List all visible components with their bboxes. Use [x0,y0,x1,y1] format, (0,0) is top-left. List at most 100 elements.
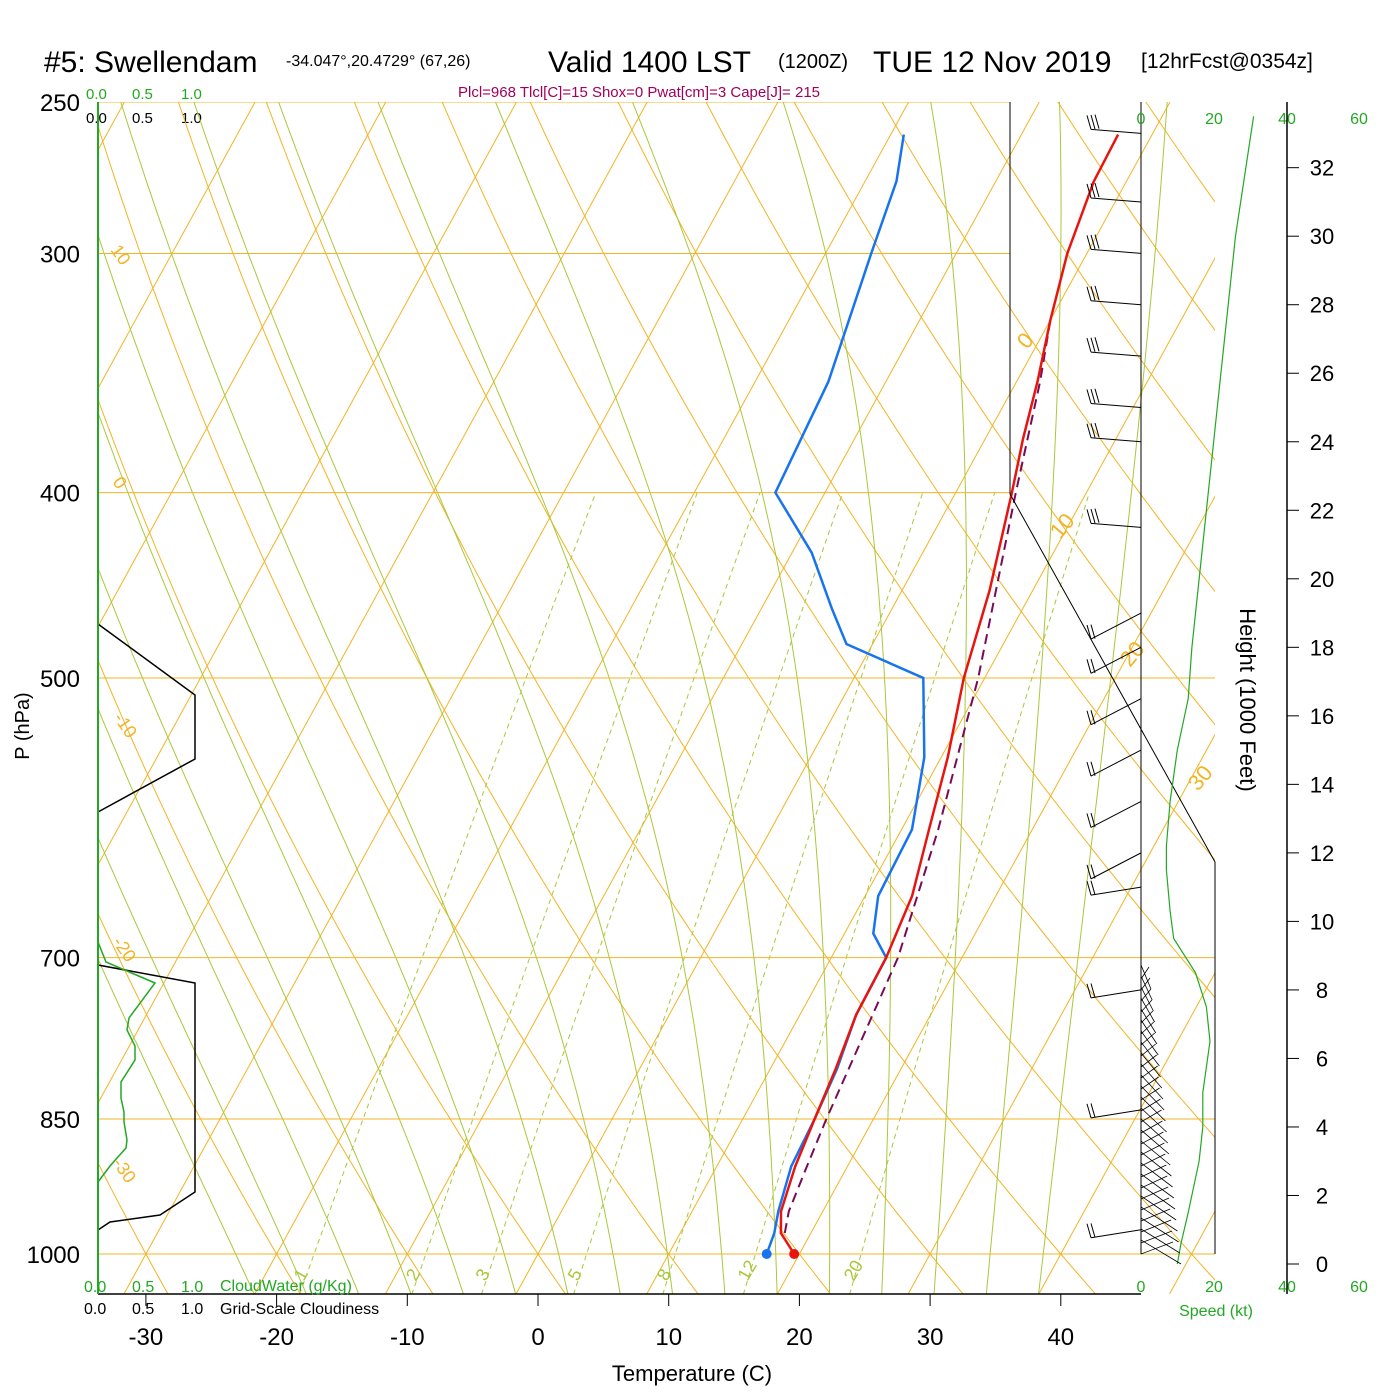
wind-hatch-line [1140,988,1152,1002]
moist-adiabat [985,102,1062,1294]
wind-barb-staff [1090,646,1142,674]
wind-barb-staff [1090,437,1142,443]
moist-adiabat [98,707,360,1294]
cloud-scale-top-black-2: 1.0 [181,110,202,127]
wind-hatch-line [1140,1107,1167,1133]
wind-barb-feather [1086,337,1092,353]
wind-barb-feather [1086,235,1092,250]
dry-adiabat [265,102,964,1294]
mixing-ratio-line [742,492,996,1294]
temperature-tick-label: 20 [786,1324,813,1351]
wind-hatch-line [1140,1041,1160,1067]
isotherm-line [123,102,779,1294]
wind-barb-feather [1090,286,1096,301]
pressure-tick-label: 400 [40,481,80,508]
temperature-tick-label: -10 [390,1324,425,1351]
dry-adiabat [98,124,699,1294]
isotherm-label: -30 [109,1154,140,1187]
wind-hatch-line [1140,1173,1175,1199]
wind-barb-staff [1090,128,1142,134]
wind-hatch-line [1140,1164,1167,1178]
wind-barb [1086,234,1142,254]
wind-speed-series [1165,116,1255,1265]
wind-barb-feather [1094,508,1100,523]
wind-barb [1086,337,1142,357]
wind-barb [1086,422,1142,443]
wind-barb-feather [1086,286,1092,301]
wind-barb-staff [1090,1229,1142,1239]
wind-barb [1086,646,1142,674]
wind-hatch-line [1140,986,1154,1012]
wind-hatch-line [1140,1186,1169,1200]
pressure-tick-label: 500 [40,666,80,693]
wind-barb-feather [1086,881,1092,896]
speed-bottom-20: 20 [1205,1279,1223,1296]
wind-hatch-line [1140,1151,1172,1177]
chart-title-zulu: (1200Z) [778,51,848,73]
wind-hatch-line [1140,1131,1164,1145]
wind-barb [1086,880,1142,896]
moist-adiabats [98,102,1168,1294]
cloud-scale-top-black: 0.0 0.5 1.0 [86,110,202,127]
dry-adiabat-label: 20 [1115,636,1150,671]
wind-hatch-line [1140,1239,1182,1265]
speed-scale-bottom: 0 20 40 60 Speed (kt) [1137,1279,1368,1320]
moist-adiabat [193,102,621,1294]
cloudwater-label: CloudWater (g/Kg) [220,1278,352,1295]
wind-barb-feather [1090,234,1096,250]
wind-hatch-line [1140,1008,1157,1034]
moist-adiabat [98,836,307,1294]
height-tick-label: 26 [1310,361,1334,386]
cloud-scale-bottom-black-0: 0.0 [84,1301,106,1318]
cloud-scale-top-black-1: 0.5 [132,110,153,127]
wind-hatch-line [1140,1120,1163,1134]
wind-barb-feather [1086,509,1092,524]
temperature-tick-label: 10 [655,1324,682,1351]
speed-top-20: 20 [1205,111,1223,128]
wind-barb-staff [1090,403,1142,408]
mixing-ratio-label: 8 [653,1265,675,1284]
mixing-ratio-line [849,492,1090,1294]
chart-title-forecast: [12hrFcst@0354z] [1141,50,1313,73]
wind-barb [1086,1103,1142,1119]
wind-barb-feather [1094,114,1100,129]
wind-hatch-line [1140,1208,1171,1222]
wind-barb-feather [1090,710,1096,725]
mixing-ratio-line [662,492,924,1294]
wind-barb-staff [1090,522,1142,528]
speed-scale-top: 0 20 40 60 [1137,111,1368,128]
wind-barb-feather [1094,337,1100,352]
wind-hatch-line [1140,1118,1169,1144]
wind-barb-staff [1090,749,1142,777]
wind-barb-feather [1094,422,1100,438]
wind-barb-feather [1090,983,1096,998]
wind-barb-feather [1086,624,1092,640]
wind-barb-staff [1090,698,1142,726]
wind-barb [1086,183,1142,203]
chart-title-date: TUE 12 Nov 2019 [873,46,1111,79]
pressure-axis-label: P (hPa) [12,692,34,759]
cloud-scale-top-green-1: 0.5 [132,86,153,103]
speed-top-0: 0 [1137,111,1146,128]
dry-adiabat [529,102,1215,1139]
speed-bottom-60: 60 [1350,1279,1368,1296]
mixing-ratio-label: 12 [733,1257,760,1284]
dewpoint-profile-line [765,134,926,1255]
mixing-ratio-line [481,492,761,1294]
cloudiness-upper-curve [97,623,196,813]
wind-barb-feather [1090,812,1096,828]
dry-adiabat [969,102,1215,461]
isotherm-line [777,495,1215,1294]
wind-hatch-line [1140,1219,1172,1233]
height-tick-label: 16 [1310,704,1334,729]
mixing-ratio-lines [299,492,1090,1294]
wind-barb-feather [1086,1103,1092,1118]
speed-top-60: 60 [1350,111,1368,128]
wind-barb-staff [1090,1109,1142,1119]
wind-barb-staff [1090,886,1142,896]
wind-barb-staff [1090,989,1142,999]
height-tick-label: 20 [1310,567,1334,592]
isotherm-line [907,733,1215,1294]
wind-barb [1086,749,1142,777]
speed-axis-label: Speed (kt) [1179,1303,1253,1320]
